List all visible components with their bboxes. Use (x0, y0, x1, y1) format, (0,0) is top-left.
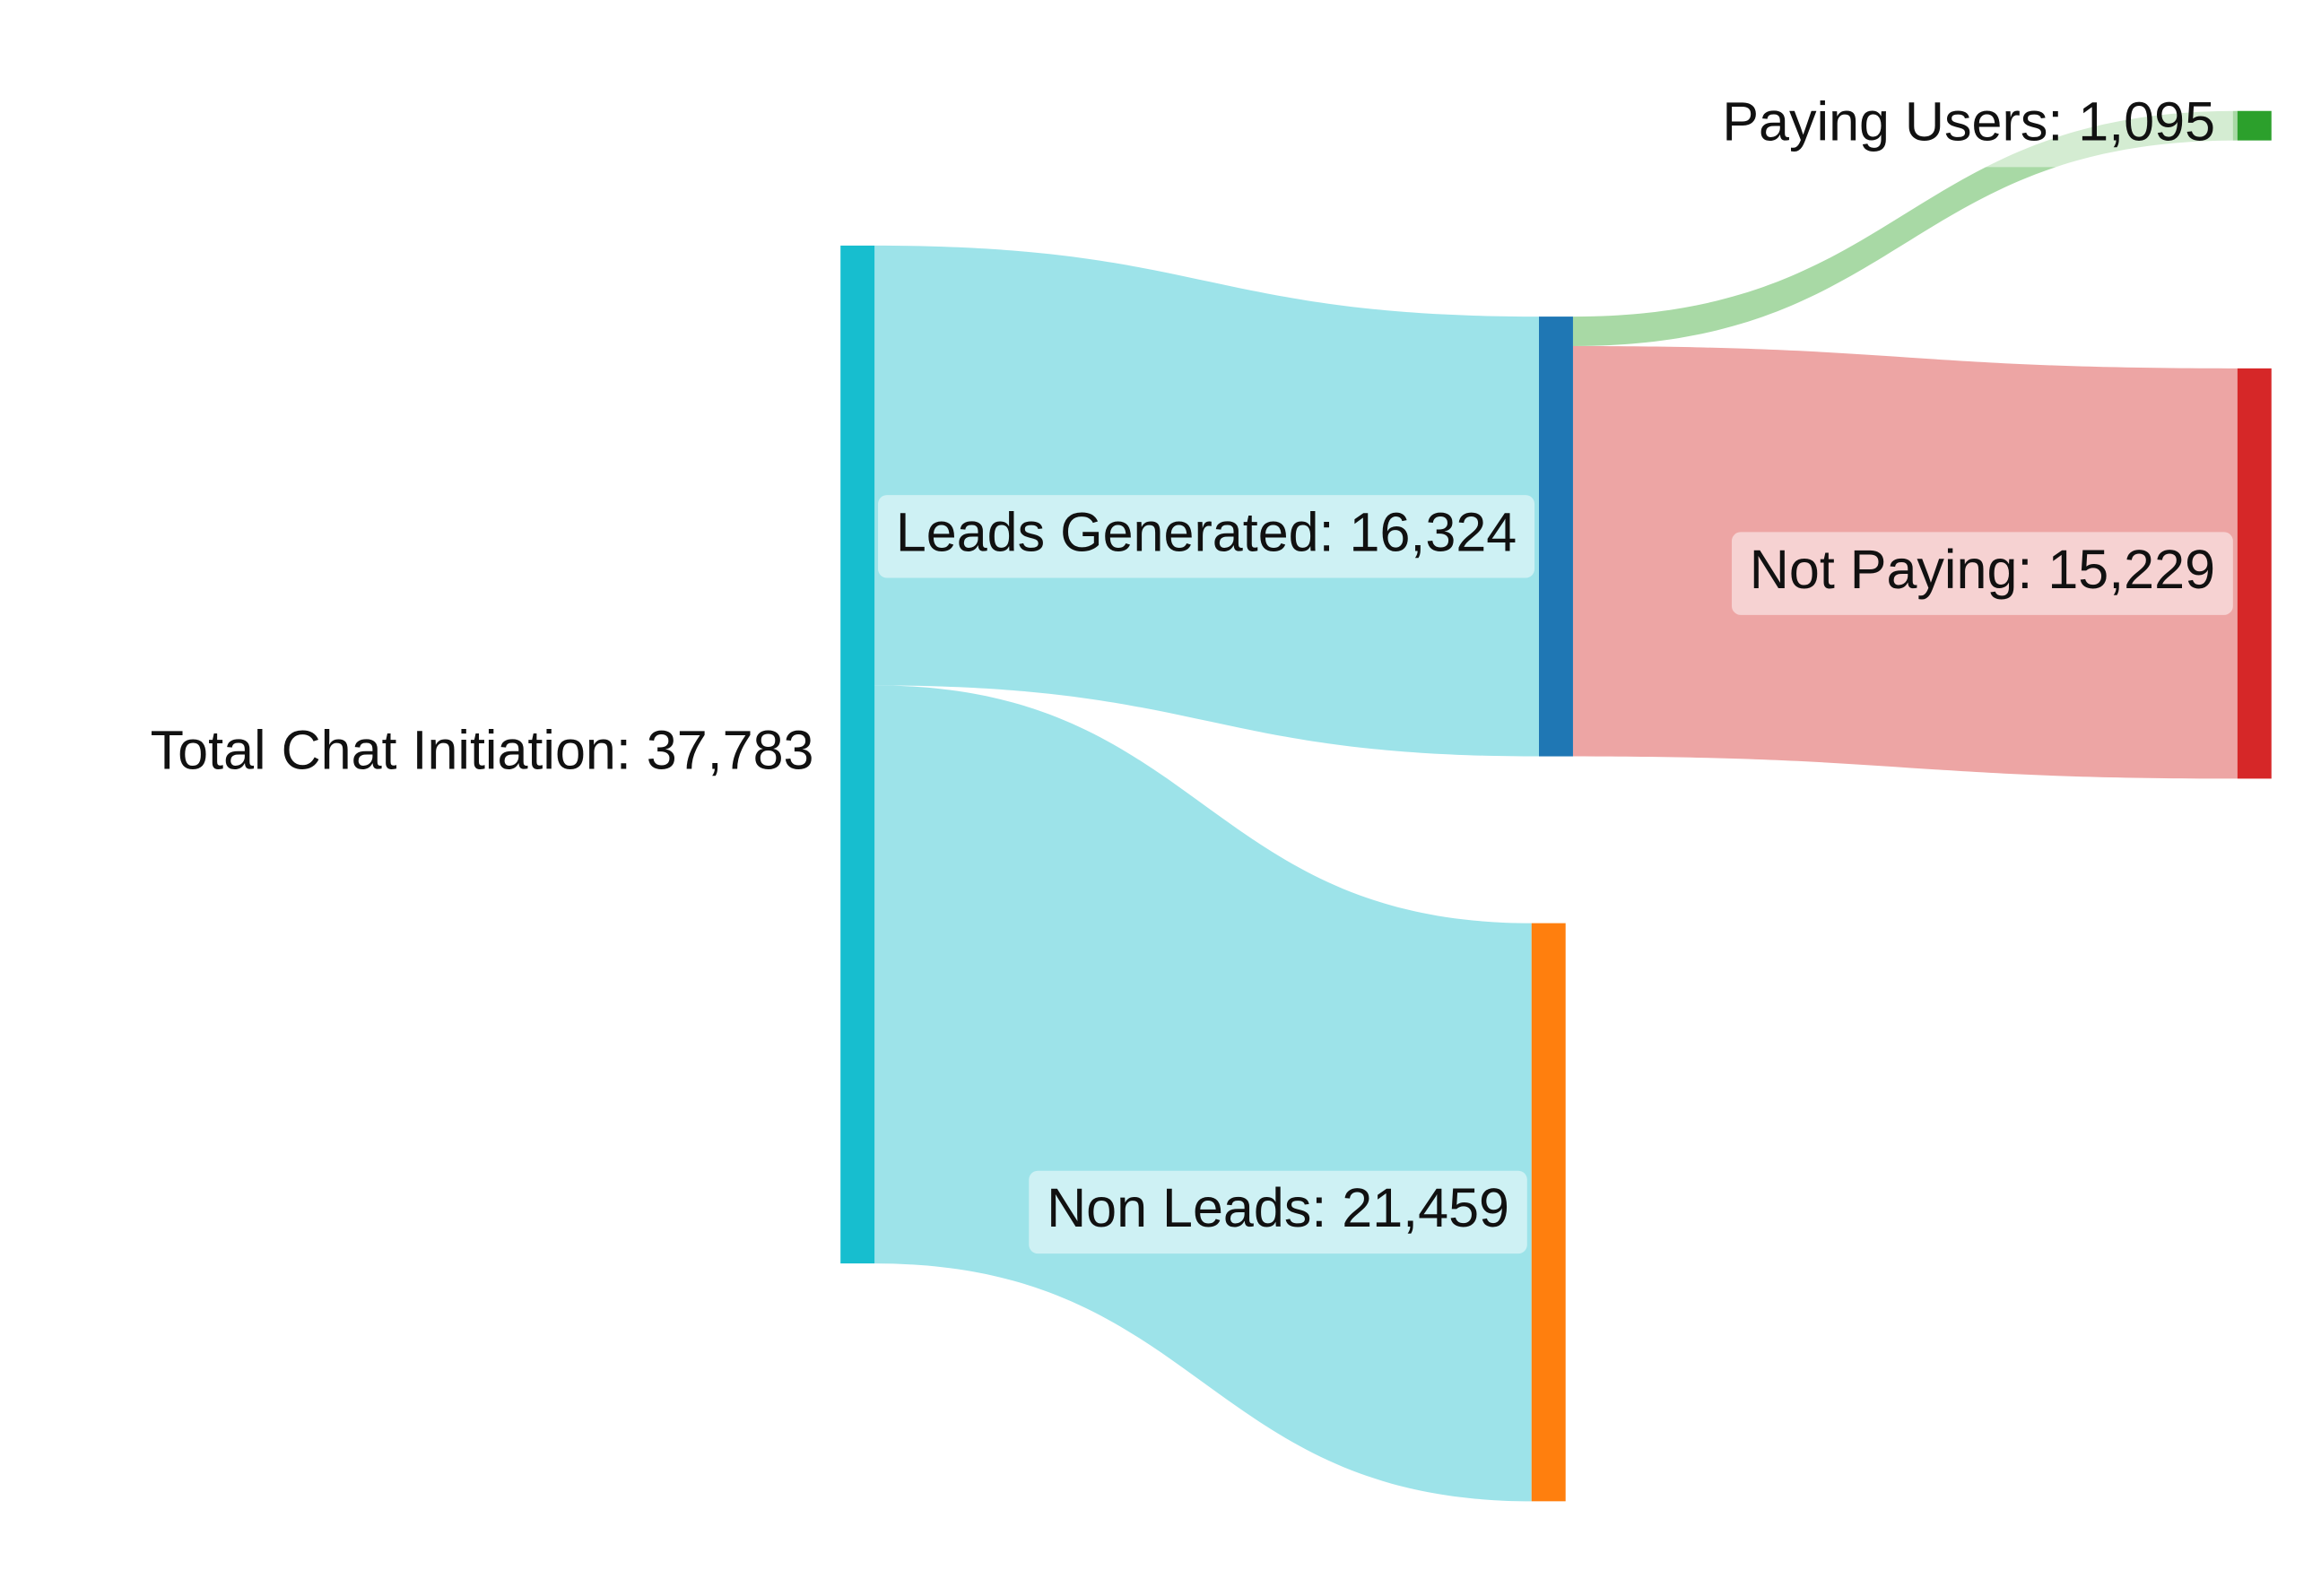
node-label: Non Leads: 21,459 (1047, 1177, 1509, 1238)
link (1572, 110, 2238, 346)
link (874, 685, 1532, 1502)
nodes (840, 110, 2272, 1502)
label-background (1731, 532, 2233, 615)
labels: Total Chat Initiation: 37,783 Leads Gener… (151, 83, 2233, 1254)
node (1539, 317, 1573, 757)
node (2237, 110, 2272, 141)
label-background (1029, 1170, 1527, 1254)
node (2237, 368, 2272, 779)
node-label: Leads Generated: 16,324 (896, 501, 1517, 562)
node-label: Paying Users: 1,095 (1722, 91, 2215, 152)
node (1531, 923, 1566, 1502)
node-label: Total Chat Initiation: 37,783 (151, 720, 814, 781)
label-background (1704, 83, 2233, 168)
node (840, 245, 875, 1264)
label-background (878, 495, 1535, 578)
plot-area: Total Chat Initiation: 37,783 Leads Gener… (151, 83, 2272, 1502)
node-label: Not Paying: 15,229 (1750, 539, 2215, 600)
